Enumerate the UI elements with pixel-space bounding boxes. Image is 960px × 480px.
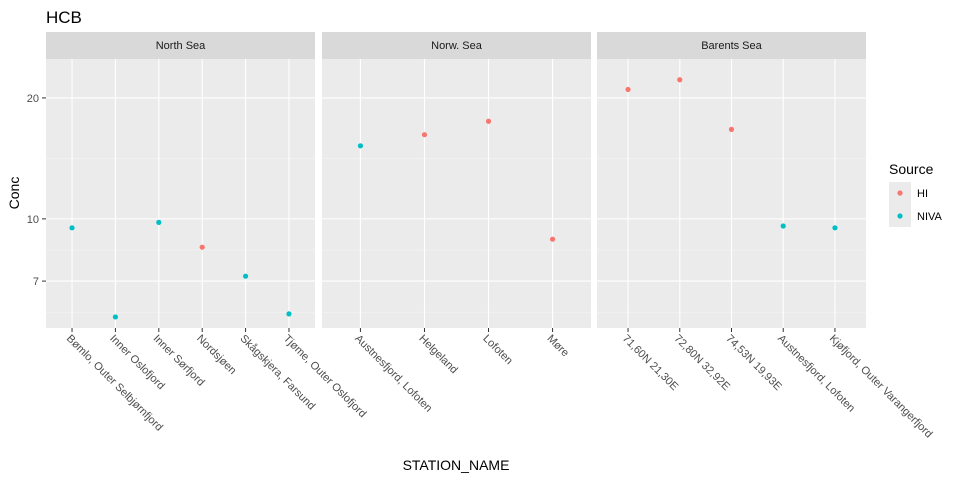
y-axis: 7 10 20 (27, 93, 46, 288)
data-point-hi (677, 77, 683, 83)
legend-title: Source (889, 161, 934, 177)
data-point-niva (780, 223, 786, 229)
x-tick-label: Lofoten (480, 333, 514, 367)
x-tick-label: 71,60N 21,30E (620, 333, 680, 393)
facet-strip (597, 32, 866, 59)
y-axis-title: Conc (6, 177, 22, 210)
legend-label-niva: NIVA (917, 211, 943, 223)
data-point-hi (485, 118, 492, 124)
x-tick-label: Møre (544, 333, 571, 360)
panel-background (46, 59, 315, 328)
data-point-niva (156, 219, 162, 225)
data-point-niva (286, 311, 292, 317)
x-axis-title: STATION_NAME (403, 457, 510, 473)
legend-label-hi: HI (917, 188, 928, 200)
x-tick-label: Nordsjøen (194, 333, 238, 377)
legend-key-background (889, 182, 911, 227)
data-point-hi (421, 132, 428, 138)
data-point-niva (832, 225, 838, 231)
data-point-hi (728, 126, 735, 132)
data-point-hi (625, 86, 631, 93)
data-point-niva (357, 143, 364, 149)
panel-background (322, 59, 591, 328)
facet-strip (322, 32, 591, 59)
facet-strip-label: North Sea (156, 40, 206, 52)
facet-strip-label: Norw. Sea (431, 40, 483, 52)
x-tick-label: Kjøfjord, Outer Varangerfjord (827, 333, 935, 441)
y-tick-label: 10 (27, 214, 39, 226)
data-point-niva (69, 225, 75, 231)
data-point-niva (112, 314, 119, 320)
legend: Source HI NIVA (889, 161, 943, 227)
chart-title: HCB (46, 8, 82, 27)
x-tick-label: Skågskjera, Farsund (237, 333, 317, 413)
data-point-hi (549, 236, 556, 242)
data-point-niva (242, 273, 249, 279)
data-point-hi (199, 244, 205, 250)
legend-key-hi (897, 190, 903, 196)
y-tick-label: 7 (33, 276, 39, 288)
x-tick-label: Helgeland (416, 333, 460, 377)
facet-strip (46, 32, 315, 59)
legend-key-niva (897, 213, 903, 219)
facet-strip-label: Barents Sea (701, 40, 762, 52)
y-tick-label: 20 (27, 93, 39, 105)
x-tick-label: Tjøme, Outer Oslofjord (281, 333, 369, 421)
